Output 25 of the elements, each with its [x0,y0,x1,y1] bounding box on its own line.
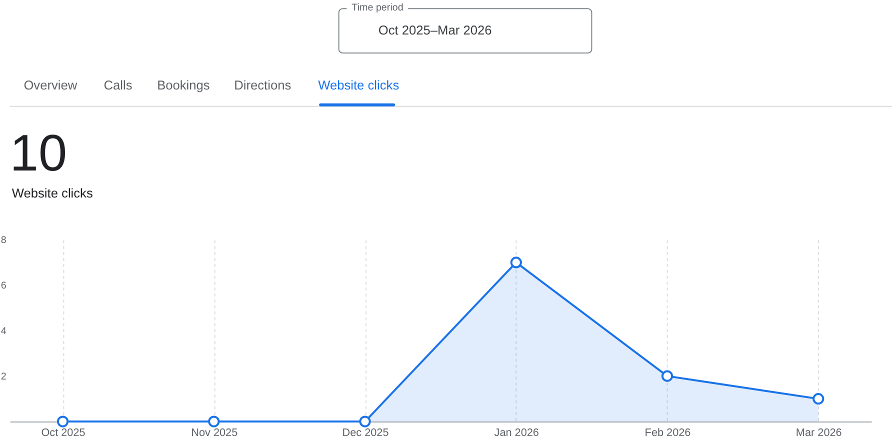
point [359,416,371,428]
x-tick-label: Mar 2026 [796,426,842,439]
x-tick-label: Dec 2025 [342,426,389,439]
chart-title: 10 [10,124,68,182]
text: Time period [352,2,404,14]
text: Oct 2025–Mar 2026 [378,22,492,38]
x-tick-label: Jan 2026 [494,426,539,439]
text: Overview [24,78,78,93]
point [208,416,220,428]
text: Bookings [157,78,210,93]
point [510,256,522,268]
point [812,393,824,405]
chart-subtitle: Website clicks [12,185,93,200]
y-tick-label: 8 [0,235,7,246]
x-tick-label: Nov 2025 [191,426,238,439]
text: Website clicks [318,78,400,93]
y-tick-label: 6 [0,280,7,292]
point [661,370,674,382]
x-tick-label: Feb 2026 [644,426,691,439]
text: Calls [104,78,132,93]
point [56,416,69,428]
text: Directions [234,78,292,93]
y-tick-label: 4 [0,326,7,338]
x-tick-label: Oct 2025 [41,426,86,439]
y-tick-label: 2 [0,372,6,383]
